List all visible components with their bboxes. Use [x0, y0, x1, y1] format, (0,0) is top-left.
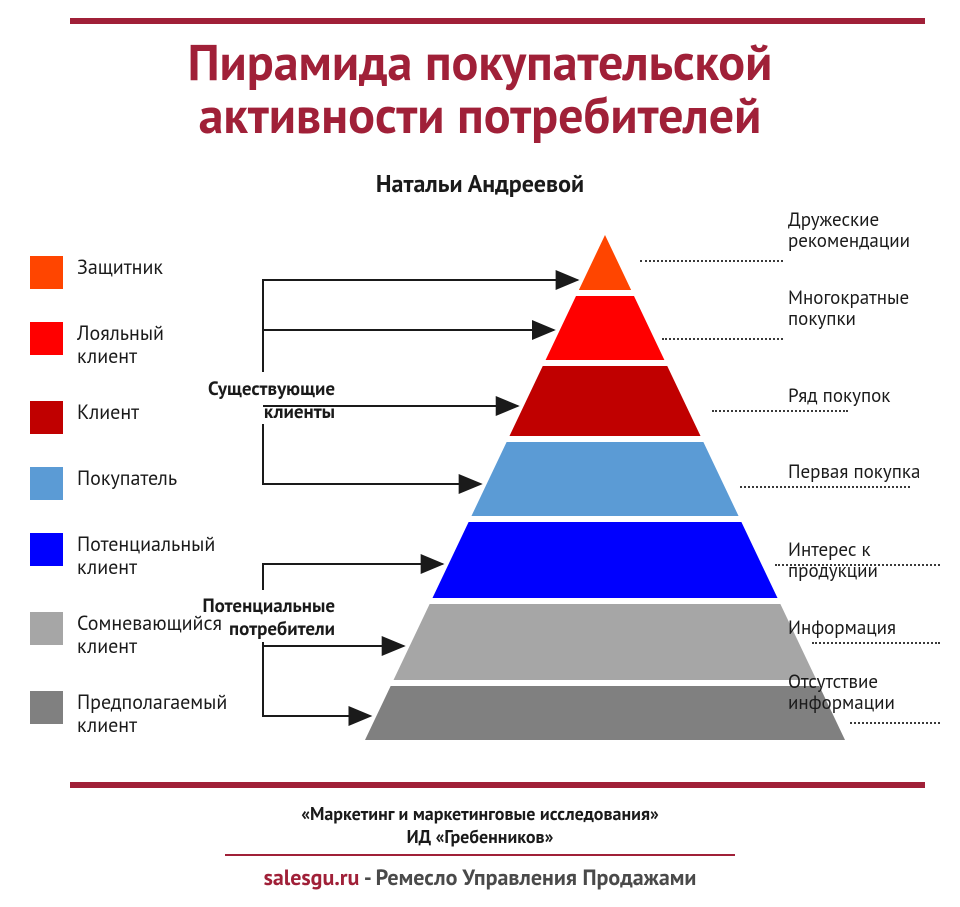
footer-citation: «Маркетинг и маркетинговые исследования»…	[0, 802, 960, 849]
bottom-rule	[70, 782, 925, 788]
dotted-leader	[712, 410, 848, 412]
dotted-leader	[850, 722, 940, 724]
dotted-leader	[640, 260, 783, 262]
footer-cite-line1: «Маркетинг и маркетинговые исследования»	[301, 802, 659, 825]
dotted-leader	[740, 486, 910, 488]
dotted-leader	[775, 564, 940, 566]
right-label: Дружескиерекомендации	[788, 210, 910, 252]
bracket-arrow	[263, 330, 554, 372]
right-label: Информация	[788, 618, 896, 639]
footer-link: salesgu.ru - Ремесло Управления Продажам…	[0, 864, 960, 892]
bracket-arrow	[263, 642, 404, 646]
bracket-arrow	[263, 424, 481, 484]
right-label: Первая покупка	[788, 462, 920, 483]
right-label: Интерес к продукции	[788, 540, 960, 582]
bracket-arrow	[263, 642, 370, 716]
right-label: Ряд покупок	[788, 386, 890, 407]
dotted-leader	[812, 642, 940, 644]
footer-site[interactable]: salesgu.ru	[264, 864, 360, 892]
infographic-page: Пирамида покупательской активности потре…	[0, 0, 960, 907]
right-label: Отсутствиеинформации	[788, 672, 895, 714]
footer-cite-line2: ИД «Гребенников»	[407, 825, 554, 848]
footer-underline	[225, 854, 735, 856]
right-label: Многократныепокупки	[788, 288, 909, 330]
bracket-arrow	[263, 564, 443, 590]
dotted-leader	[662, 338, 783, 340]
footer-tagline: - Ремесло Управления Продажами	[359, 864, 696, 892]
bracket-arrow	[263, 280, 578, 372]
